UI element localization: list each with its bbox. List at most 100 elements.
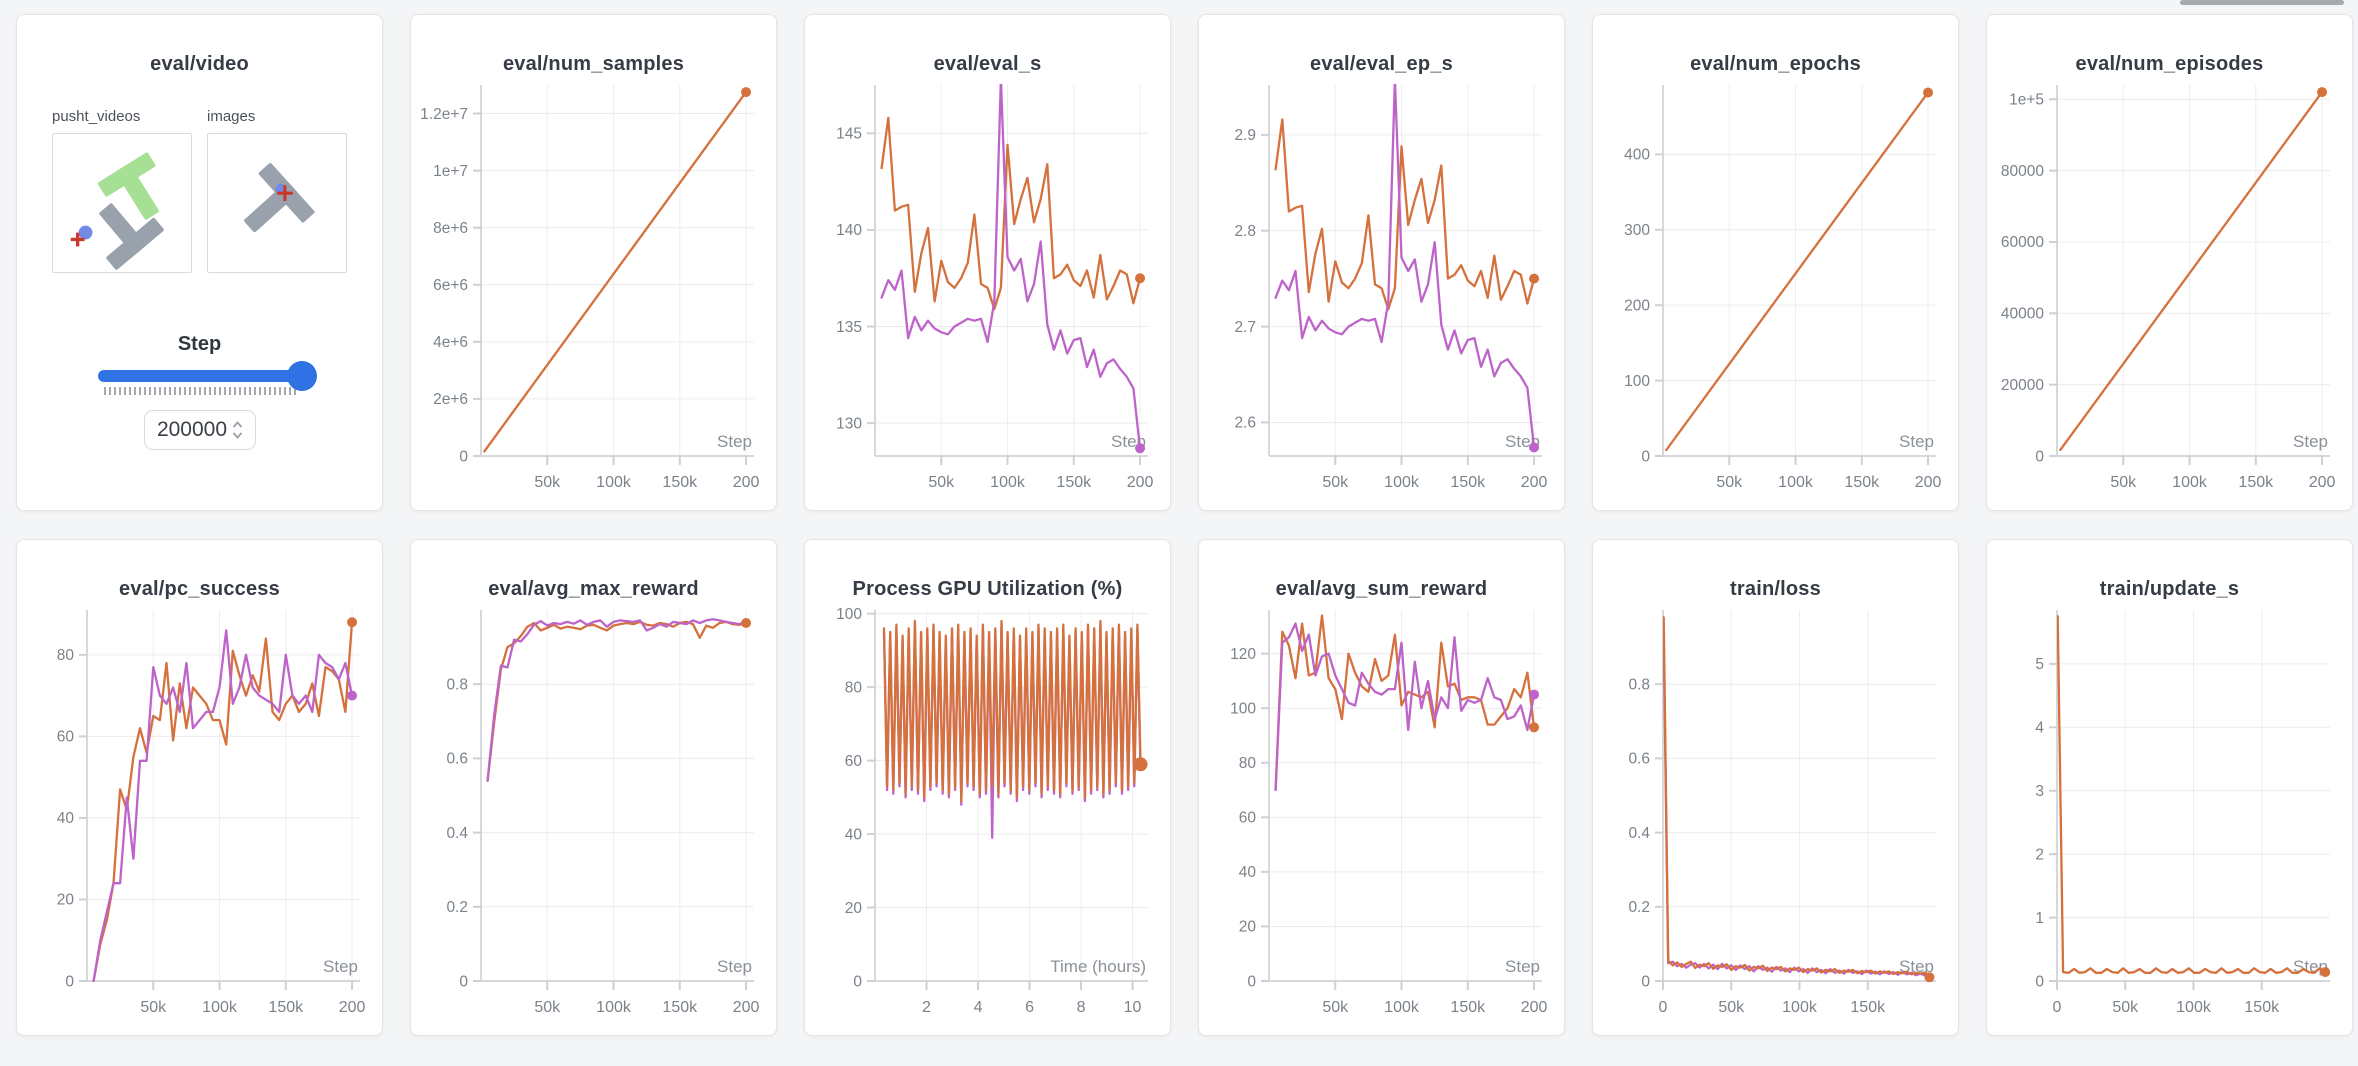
svg-text:60: 60	[845, 753, 863, 770]
media-label: images	[207, 108, 256, 125]
svg-text:1: 1	[2035, 910, 2044, 927]
svg-text:4: 4	[2035, 720, 2044, 737]
chart-gpu-utilization[interactable]: 0 20 40 60 80 100 2 4 6 8 10 Time (hours)	[819, 604, 1158, 1025]
svg-text:150k: 150k	[2238, 474, 2274, 491]
chart-title: Process GPU Utilization (%)	[852, 578, 1123, 600]
chart-eval-avg-max-reward[interactable]: 0 0.2 0.4 0.6 0.8 50k 100k 150k 200 Step	[425, 604, 764, 1025]
svg-text:0: 0	[65, 973, 74, 990]
svg-text:3: 3	[2035, 783, 2044, 800]
chart-train-update-s[interactable]: 0 1 2 3 4 5 0 50k 100k 150k Step	[2001, 604, 2340, 1025]
svg-text:6e+6: 6e+6	[433, 277, 468, 294]
svg-text:100k: 100k	[1384, 999, 1420, 1016]
chart-eval-num-epochs[interactable]: 0 100 200 300 400 50k 100k 150k 200 Step	[1607, 79, 1946, 500]
svg-text:50k: 50k	[1322, 474, 1349, 491]
svg-text:60: 60	[1239, 810, 1257, 827]
svg-text:200: 200	[2309, 474, 2336, 491]
svg-text:Time (hours): Time (hours)	[1050, 957, 1146, 976]
svg-text:100k: 100k	[596, 474, 632, 491]
svg-text:40: 40	[57, 810, 75, 827]
svg-text:2: 2	[2035, 846, 2044, 863]
svg-text:200: 200	[1915, 474, 1942, 491]
chart-title: eval/num_epochs	[1690, 53, 1861, 75]
panel-gpu-utilization: Process GPU Utilization (%) 0 20 40 60 80 100…	[804, 539, 1171, 1036]
step-value-input[interactable]	[156, 418, 228, 442]
panel-eval-pc-success: eval/pc_success 0 20 40 60 80 50k 100k 150k 200 S…	[16, 539, 383, 1036]
svg-text:100: 100	[836, 606, 862, 623]
svg-text:50k: 50k	[2110, 474, 2137, 491]
panel-train-update-s: train/update_s 0 1 2 3 4 5 0 50k 100k 150k Step	[1986, 539, 2353, 1036]
svg-text:150k: 150k	[1056, 474, 1092, 491]
svg-text:Step: Step	[717, 432, 752, 451]
slider-handle[interactable]	[286, 361, 317, 391]
horizontal-scrollbar-thumb[interactable]	[2180, 0, 2344, 5]
chart-eval-num-samples[interactable]: 0 2e+6 4e+6 6e+6 8e+6 1e+7 1.2e+7 50k 100k 150k 20…	[420, 79, 764, 500]
svg-text:130: 130	[836, 415, 862, 432]
chart-eval-pc-success[interactable]: 0 20 40 60 80 50k 100k 150k 200 Step	[31, 604, 370, 1025]
chart-title: eval/num_samples	[502, 53, 685, 75]
media-label: pusht_videos	[52, 108, 141, 125]
panel-eval-num-epochs: eval/num_epochs 0 100 200 300 400 50k 100k 150k…	[1592, 14, 1959, 511]
chart-title: eval/eval_ep_s	[1310, 53, 1453, 75]
svg-text:0: 0	[1641, 973, 1650, 990]
svg-text:10: 10	[1124, 999, 1142, 1016]
svg-text:135: 135	[836, 319, 862, 336]
svg-text:50k: 50k	[1716, 474, 1743, 491]
panel-eval-num-samples: eval/num_samples 0 2e+6 4e+6 6e+6 8e+6 1e+7 1.…	[410, 14, 777, 511]
svg-text:Step: Step	[717, 957, 752, 976]
chart-title: train/update_s	[2099, 578, 2240, 600]
panel-train-loss: train/loss 0 0.2 0.4 0.6 0.8 0 50k 100k 150k Step	[1592, 539, 1959, 1036]
svg-text:0.6: 0.6	[1628, 751, 1650, 768]
svg-text:0.4: 0.4	[446, 825, 468, 842]
svg-text:80: 80	[57, 647, 75, 664]
svg-text:50k: 50k	[534, 999, 561, 1016]
svg-text:Step: Step	[1899, 432, 1934, 451]
svg-text:100k: 100k	[990, 474, 1026, 491]
chart-title: eval/eval_s	[933, 53, 1042, 75]
svg-text:100k: 100k	[202, 999, 238, 1016]
svg-text:40000: 40000	[2001, 306, 2044, 323]
svg-text:150k: 150k	[1844, 474, 1880, 491]
svg-text:100k: 100k	[1782, 999, 1818, 1016]
svg-text:5: 5	[2035, 656, 2044, 673]
svg-text:2: 2	[922, 999, 931, 1016]
chart-eval-eval-s[interactable]: 130 135 140 145 50k 100k 150k 200 Step	[819, 79, 1158, 500]
pusht-video-thumbnail[interactable]	[52, 133, 192, 273]
svg-text:100k: 100k	[1778, 474, 1814, 491]
chart-eval-eval-ep-s[interactable]: 2.6 2.7 2.8 2.9 50k 100k 150k 200 Step	[1213, 79, 1552, 500]
svg-text:0: 0	[2035, 448, 2044, 465]
svg-text:200: 200	[1624, 297, 1650, 314]
svg-text:0.8: 0.8	[1628, 676, 1650, 693]
svg-text:100k: 100k	[596, 999, 632, 1016]
chart-train-loss[interactable]: 0 0.2 0.4 0.6 0.8 0 50k 100k 150k Step	[1607, 604, 1946, 1025]
svg-text:0: 0	[1247, 973, 1256, 990]
step-value-stepper[interactable]	[143, 410, 256, 450]
images-thumbnail[interactable]	[207, 133, 347, 273]
svg-text:20: 20	[57, 892, 75, 909]
svg-text:20: 20	[1239, 919, 1257, 936]
step-slider[interactable]	[97, 361, 317, 391]
svg-text:0: 0	[2053, 999, 2062, 1016]
svg-text:100k: 100k	[2176, 999, 2212, 1016]
slider-track[interactable]	[97, 361, 317, 391]
svg-text:0: 0	[1641, 448, 1650, 465]
svg-text:2.7: 2.7	[1234, 319, 1256, 336]
svg-text:50k: 50k	[1322, 999, 1349, 1016]
svg-text:150k: 150k	[662, 999, 698, 1016]
svg-text:200: 200	[1521, 474, 1548, 491]
chart-title: eval/pc_success	[119, 578, 280, 600]
svg-text:0.8: 0.8	[446, 676, 468, 693]
svg-text:0: 0	[1659, 999, 1668, 1016]
svg-text:100k: 100k	[2172, 474, 2208, 491]
media-item-pusht-videos: pusht_videos	[52, 108, 192, 273]
panel-eval-video: eval/video pusht_videos	[16, 14, 383, 511]
stepper-chevrons-icon[interactable]	[232, 419, 243, 441]
svg-text:1e+5: 1e+5	[2009, 92, 2044, 109]
svg-text:200: 200	[339, 999, 366, 1016]
chart-eval-avg-sum-reward[interactable]: 0 20 40 60 80 100 120 50k 100k 150k 200 Step	[1213, 604, 1552, 1025]
panel-eval-eval-s: eval/eval_s 130 135 140 145 50k 100k 150k 200 St…	[804, 14, 1171, 511]
panel-title: eval/video	[150, 53, 249, 75]
svg-text:0.4: 0.4	[1628, 825, 1650, 842]
chart-eval-num-episodes[interactable]: 0 20000 40000 60000 80000 1e+5 50k 100k 150k 200 S…	[2001, 79, 2340, 500]
media-row: pusht_videos	[52, 108, 382, 273]
svg-text:100k: 100k	[1384, 474, 1420, 491]
